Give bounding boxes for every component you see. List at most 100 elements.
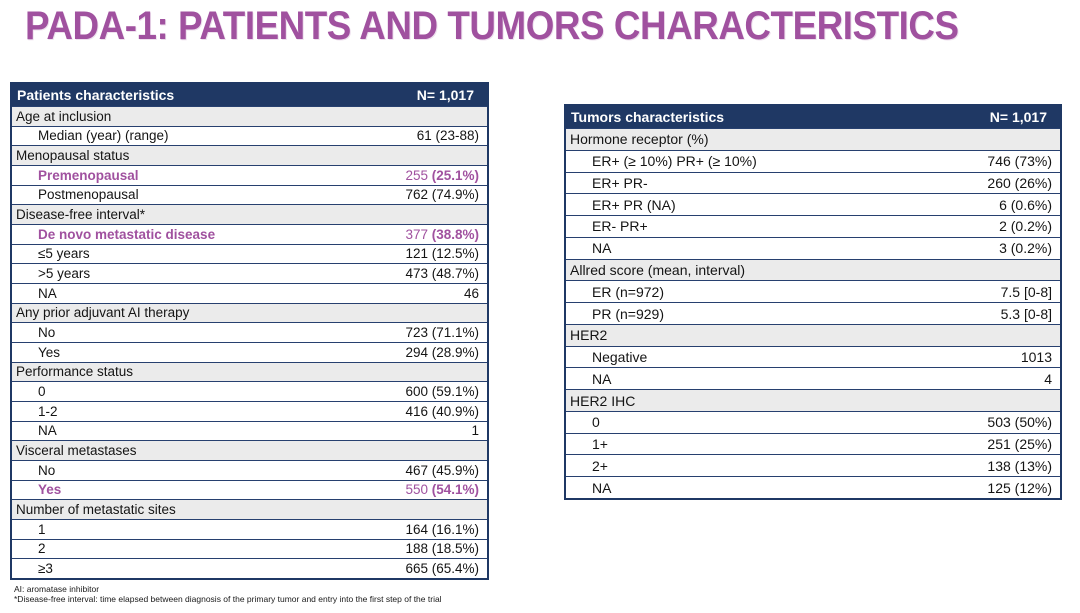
row-label: ER+ PR (NA) — [592, 196, 676, 213]
row-label: Allred score (mean, interval) — [570, 261, 746, 278]
row-label: 2+ — [592, 457, 608, 474]
table-row: 0 600 (59.1%) — [12, 381, 487, 401]
table-section-row: Visceral metastases — [12, 440, 487, 461]
table-row: ER+ PR (NA) 6 (0.6%) — [566, 193, 1060, 215]
row-value: 416 (40.9%) — [405, 403, 479, 419]
row-label: HER2 — [570, 327, 608, 344]
row-value: 723 (71.1%) — [405, 324, 479, 340]
row-label: ER (n=972) — [592, 283, 664, 300]
row-value: 125 (12%) — [987, 479, 1052, 496]
row-label: 0 — [38, 383, 46, 399]
row-value: 665 (65.4%) — [405, 561, 479, 577]
patients-characteristics-table: Patients characteristics N= 1,017 Age at… — [10, 82, 489, 580]
table-row: Premenopausal 255 (25.1%) — [12, 165, 487, 185]
row-value: 255 (25.1%) — [405, 167, 479, 183]
row-value: 61 (23-88) — [416, 128, 479, 144]
row-label: No — [38, 462, 56, 478]
row-value: 4 — [1044, 370, 1052, 387]
table-section-row: Any prior adjuvant AI therapy — [12, 302, 487, 323]
row-label: Negative — [592, 349, 648, 366]
row-label: ≤5 years — [38, 246, 90, 262]
row-value: 138 (13%) — [987, 457, 1052, 474]
row-label: NA — [592, 240, 612, 257]
row-label: NA — [38, 423, 57, 439]
row-value: 746 (73%) — [987, 153, 1052, 170]
table-row: ER+ PR- 260 (26%) — [566, 171, 1060, 194]
table-section-row: Disease-free interval* — [12, 204, 487, 225]
row-label: ≥3 — [38, 561, 53, 577]
table-section-row: Allred score (mean, interval) — [566, 258, 1060, 281]
table-section-row: Hormone receptor (%) — [566, 128, 1060, 150]
row-label: NA — [38, 285, 57, 301]
table-row: ER- PR+ 2 (0.2%) — [566, 215, 1060, 237]
page-title: PADA-1: PATIENTS AND TUMORS CHARACTERIST… — [25, 4, 959, 48]
row-value: 46 — [463, 285, 479, 301]
row-label: Median (year) (range) — [38, 128, 169, 144]
table-row: No 467 (45.9%) — [12, 460, 487, 480]
row-value: 377 (38.8%) — [405, 226, 479, 242]
row-label: No — [38, 324, 56, 340]
table-body: Age at inclusion Median (year) (range) 61 … — [12, 106, 487, 578]
table-header: Tumors characteristics N= 1,017 — [566, 106, 1060, 128]
row-value: 5.3 [0-8] — [1000, 305, 1052, 322]
table-row: De novo metastatic disease 377 (38.8%) — [12, 224, 487, 244]
table-header-label: Tumors characteristics — [571, 109, 725, 125]
table-section-row: Menopausal status — [12, 145, 487, 166]
table-section-row: Performance status — [12, 361, 487, 382]
table-header: Patients characteristics N= 1,017 — [12, 84, 487, 106]
table-row: PR (n=929) 5.3 [0-8] — [566, 302, 1060, 324]
row-label: De novo metastatic disease — [38, 226, 216, 242]
row-label: Performance status — [16, 364, 134, 380]
row-label: Postmenopausal — [38, 187, 139, 203]
row-value: 503 (50%) — [987, 414, 1052, 431]
row-label: 1-2 — [38, 403, 58, 419]
row-value: 6 (0.6%) — [999, 196, 1052, 213]
row-label: Number of metastatic sites — [16, 502, 176, 518]
row-label: 2 — [38, 541, 46, 557]
row-label: NA — [592, 479, 612, 496]
table-row: Postmenopausal 762 (74.9%) — [12, 184, 487, 205]
row-label: Yes — [38, 482, 62, 498]
row-value: 164 (16.1%) — [405, 521, 479, 537]
row-label: Visceral metastases — [16, 443, 137, 458]
row-value: 1013 — [1020, 349, 1052, 366]
table-row: ≥3 665 (65.4%) — [12, 558, 487, 578]
row-label: HER2 IHC — [570, 392, 636, 409]
table-row: 1-2 416 (40.9%) — [12, 401, 487, 421]
row-label: Premenopausal — [38, 167, 139, 183]
row-value: 188 (18.5%) — [405, 541, 479, 557]
footnote-definition: *Disease-free interval: time elapsed bet… — [14, 594, 442, 604]
table-section-row: Age at inclusion — [12, 106, 487, 126]
row-value: 7.5 [0-8] — [1000, 283, 1052, 300]
row-label: Menopausal status — [16, 147, 130, 163]
table-section-row: Number of metastatic sites — [12, 499, 487, 520]
table-body: Hormone receptor (%) ER+ (≥ 10%) PR+ (≥ 1… — [566, 128, 1060, 498]
row-value: 600 (59.1%) — [405, 383, 479, 399]
row-label: >5 years — [38, 265, 91, 281]
table-header-label: Patients characteristics — [17, 87, 175, 103]
footnotes: AI: aromatase inhibitor *Disease-free in… — [14, 584, 442, 604]
row-label: Hormone receptor (%) — [570, 131, 709, 148]
row-value: 467 (45.9%) — [405, 462, 479, 478]
table-row: >5 years 473 (48.7%) — [12, 263, 487, 283]
row-value: 121 (12.5%) — [405, 246, 479, 262]
row-label: NA — [592, 370, 612, 387]
table-row: ER+ (≥ 10%) PR+ (≥ 10%) 746 (73%) — [566, 149, 1060, 172]
table-row: NA 3 (0.2%) — [566, 236, 1060, 259]
table-header-n: N= 1,017 — [989, 109, 1047, 125]
footnote-abbreviation: AI: aromatase inhibitor — [14, 584, 100, 594]
table-row: ER (n=972) 7.5 [0-8] — [566, 280, 1060, 302]
row-label: PR (n=929) — [592, 305, 664, 322]
row-label: Any prior adjuvant AI therapy — [16, 305, 190, 321]
row-value: 260 (26%) — [987, 174, 1052, 191]
row-value: 294 (28.9%) — [405, 344, 479, 360]
table-row: NA 125 (12%) — [566, 476, 1060, 498]
row-label: Disease-free interval* — [16, 206, 146, 222]
table-row: ≤5 years 121 (12.5%) — [12, 243, 487, 264]
table-row: NA 1 — [12, 420, 487, 441]
row-value: 3 (0.2%) — [999, 240, 1052, 257]
row-value: 762 (74.9%) — [405, 187, 479, 203]
row-value: 2 (0.2%) — [999, 218, 1052, 235]
table-row: 0 503 (50%) — [566, 410, 1060, 433]
row-label: ER- PR+ — [592, 218, 648, 235]
